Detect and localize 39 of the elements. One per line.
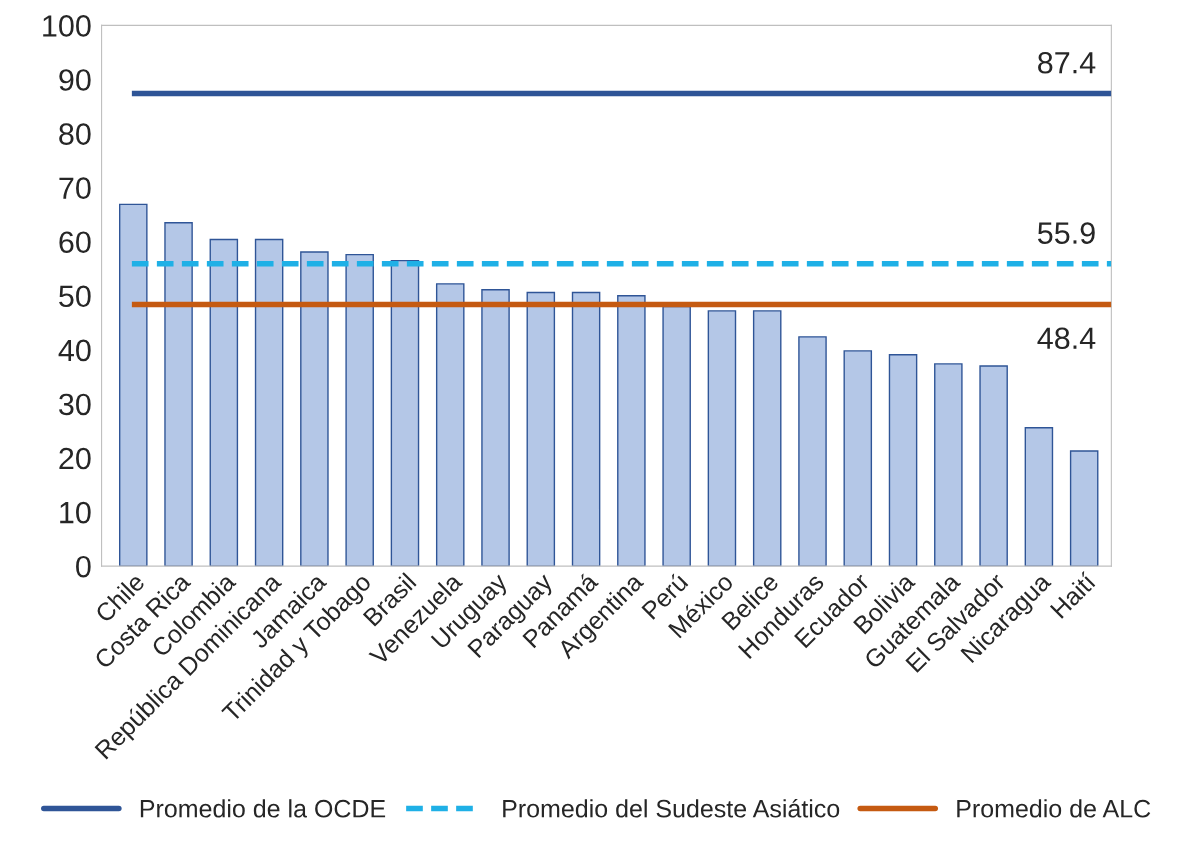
bar	[118, 203, 148, 567]
bar	[209, 238, 239, 567]
bar	[164, 222, 193, 567]
y-tick-label: 30	[59, 393, 91, 416]
y-tick-label: 0	[76, 555, 91, 578]
legend-label: Promedio de la OCDE	[140, 799, 386, 818]
legend-label: Promedio del Sudeste Asiático	[503, 798, 840, 818]
bar	[1069, 450, 1099, 567]
bar	[662, 305, 691, 567]
legend-label: Promedio de ALC	[957, 799, 1151, 818]
bar	[390, 259, 420, 567]
bar	[435, 283, 465, 567]
y-tick-label: 100	[43, 15, 91, 37]
bar	[707, 310, 737, 567]
y-tick-label: 10	[60, 501, 91, 524]
bar	[752, 310, 782, 567]
y-tick-label: 40	[58, 339, 91, 362]
bar	[481, 289, 510, 567]
y-tick-label: 60	[59, 231, 91, 254]
bar	[526, 291, 556, 567]
bar	[798, 336, 827, 567]
annotation: 48.4	[1037, 327, 1096, 350]
y-tick-label: 90	[59, 69, 91, 91]
y-tick-label: 50	[59, 285, 91, 308]
y-tick-label: 20	[59, 447, 91, 470]
bar	[345, 253, 374, 567]
annotation: 87.4	[1038, 51, 1096, 74]
bar	[617, 295, 646, 567]
y-tick-label: 70	[59, 177, 91, 199]
bar	[934, 363, 963, 567]
annotation: 55.9	[1037, 222, 1095, 244]
bar	[888, 354, 918, 567]
bar	[571, 291, 601, 567]
bar	[1024, 427, 1054, 567]
bar	[254, 238, 284, 567]
bar	[979, 365, 1008, 567]
bar	[843, 350, 873, 567]
bar	[300, 251, 329, 567]
y-tick-label: 80	[59, 123, 91, 145]
